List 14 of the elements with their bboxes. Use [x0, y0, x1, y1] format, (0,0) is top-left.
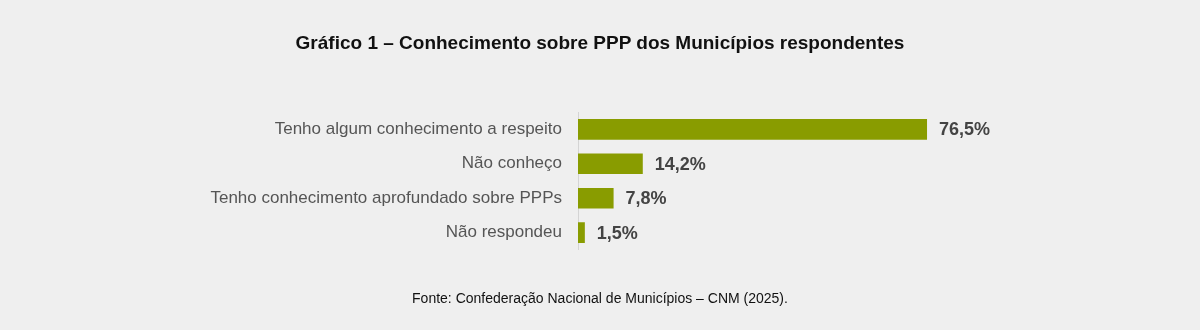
source-note: Fonte: Confederação Nacional de Municípios – CNM (2025). — [411, 290, 789, 306]
y-tick-label: Não conheço — [461, 153, 562, 173]
y-tick-label: Não respondeu — [445, 222, 562, 242]
bar — [578, 153, 643, 175]
data-label: 14,2% — [654, 153, 706, 174]
data-label: 7,8% — [625, 188, 667, 209]
bar — [578, 222, 585, 243]
y-tick-label: Tenho algum conhecimento a respeito — [274, 119, 562, 139]
bar — [578, 119, 928, 140]
data-label: 76,5% — [939, 119, 991, 140]
data-label: 1,5% — [596, 222, 638, 243]
chart-title: Gráfico 1 – Conhecimento sobre PPP dos Municípios respondentes — [294, 32, 906, 54]
bar — [578, 187, 614, 209]
y-tick-label: Tenho conhecimento aprofundado sobre PPPs — [210, 187, 562, 207]
